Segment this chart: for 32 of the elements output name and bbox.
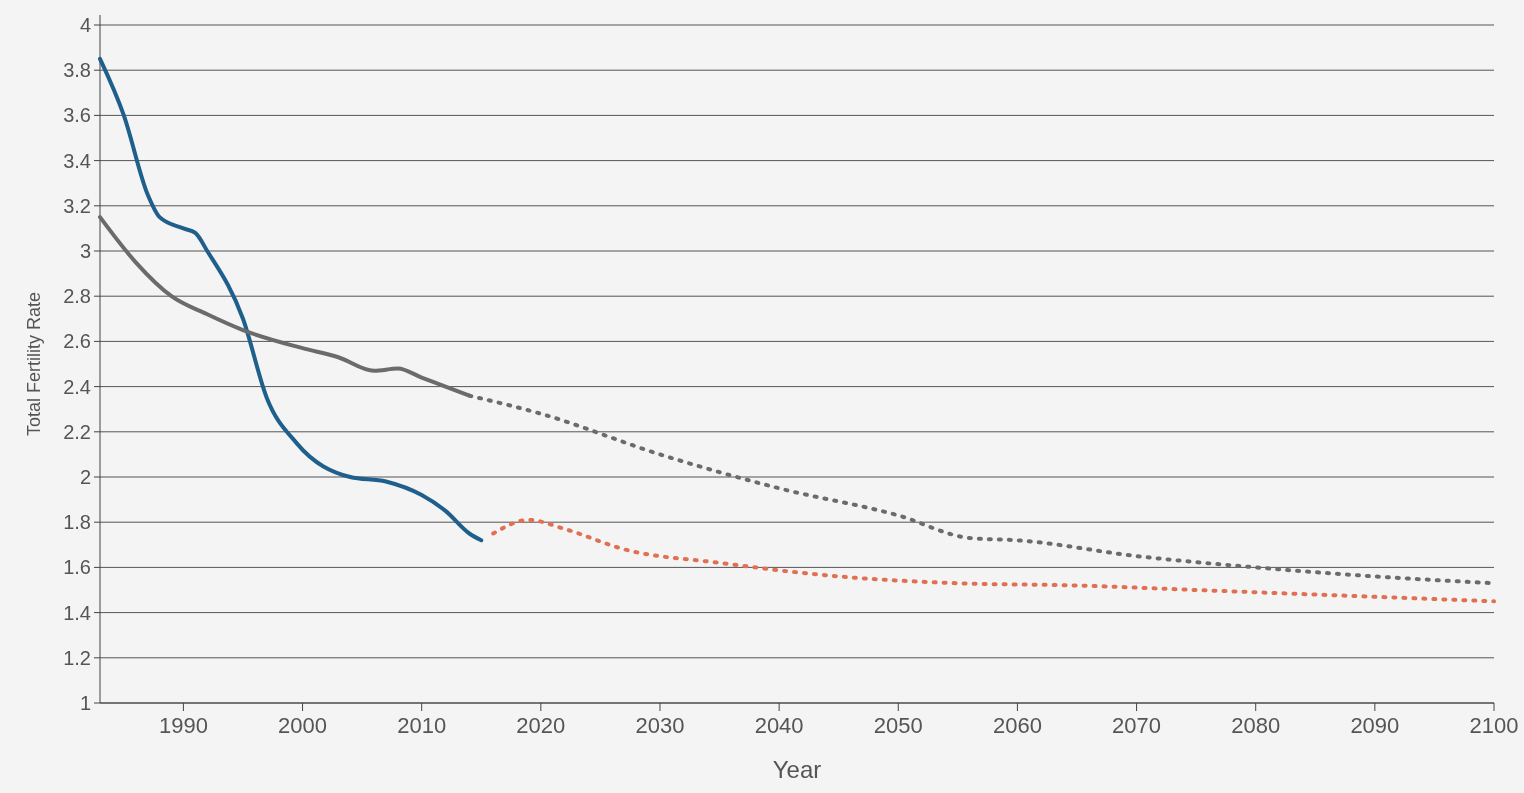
y-tick-label: 1.2 [63, 646, 91, 669]
y-axis-title: Total Fertility Rate [24, 291, 44, 437]
x-tick-label: 2080 [1231, 713, 1281, 738]
y-tick-label: 1.6 [63, 556, 91, 579]
x-tick-label: 2070 [1112, 713, 1162, 738]
x-tick-label: 2100 [1469, 713, 1519, 738]
y-tick-label: 2.4 [63, 375, 91, 398]
x-tick-label: 2000 [278, 713, 328, 738]
y-tick-label: 2.8 [63, 285, 91, 308]
y-tick-label: 3.2 [63, 194, 91, 217]
y-tick-label: 3.8 [63, 59, 91, 82]
y-tick-label: 1.4 [63, 601, 91, 624]
x-tick-label: 2040 [754, 713, 804, 738]
x-tick-label: 2050 [873, 713, 923, 738]
x-axis-title: Year [772, 756, 822, 783]
x-tick-label: 2090 [1350, 713, 1400, 738]
y-tick-label: 3 [79, 240, 91, 262]
y-tick-label: 2.6 [63, 330, 91, 353]
x-tick-label: 2010 [397, 713, 447, 738]
y-tick-label: 1 [79, 692, 91, 714]
y-tick-label: 2.2 [63, 420, 91, 443]
line-series [98, 56, 484, 543]
x-tick-label: 2060 [992, 713, 1042, 738]
line-series [491, 517, 1496, 604]
y-tick-label: 2 [79, 466, 91, 488]
y-tick-label: 4 [79, 14, 91, 36]
y-tick-label: 1.8 [63, 511, 91, 534]
y-tick-label: 3.4 [63, 149, 91, 172]
y-tick-label: 3.6 [63, 104, 91, 127]
x-tick-label: 2030 [635, 713, 685, 738]
x-tick-label: 1990 [158, 713, 208, 738]
x-tick-label: 2020 [516, 713, 566, 738]
